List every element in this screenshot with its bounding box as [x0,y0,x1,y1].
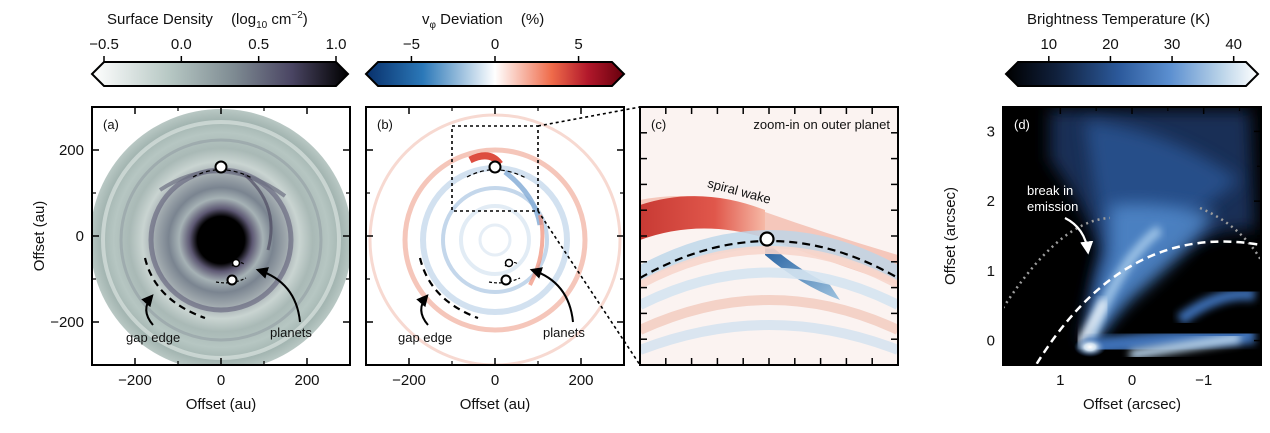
colorbar-tick-label: 5 [574,36,582,53]
planet-marker [504,258,514,268]
colorbar-tick-label: 1.0 [326,36,347,53]
colorbar-bar [364,61,626,87]
colorbar-tick-label: 40 [1225,36,1242,53]
panel-c: spiral wake (c) zoom-in on outer planet [639,106,899,366]
x-tick-label: 200 [568,372,593,389]
x-tick-label: −200 [392,372,426,389]
colorbar-label: Brightness Temperature (K) [1027,11,1210,28]
x-tick-label: 1 [1056,372,1064,389]
panel-a: gap edge planets (a) −200 0 200 200 0 −200 Off… [31,106,351,413]
y-tick-label: 3 [987,123,995,140]
colorbar-tick-label: 0 [491,36,499,53]
panel-letter: (a) [103,117,119,132]
y-tick-label: 0 [987,333,995,350]
colorbar-tick-label: 0.0 [171,36,192,53]
colorbar-tick-label: 20 [1102,36,1119,53]
colorbar-label: Surface Density (log10 cm−2) [107,10,308,31]
annotation-break: break in emission [1027,183,1078,214]
y-tick-label: 0 [76,228,84,245]
annotation-gap-edge: gap edge [126,330,180,345]
colorbar-tick-label: −5 [403,36,420,53]
x-tick-label: 0 [1128,372,1136,389]
colorbar-bar [90,61,350,87]
colorbar-tick-label: 30 [1164,36,1181,53]
colorbar-tick-label: −0.5 [89,36,119,53]
planet-marker [488,160,502,174]
x-axis-label: Offset (au) [186,396,257,413]
annotation-planets: planets [543,325,585,340]
colorbar-tick-label: 0.5 [248,36,269,53]
planet-marker [500,274,512,286]
y-tick-label: −200 [50,314,84,331]
y-tick-label: 1 [987,263,995,280]
planet-marker [226,274,238,286]
y-axis-label: Offset (arcsec) [942,187,959,285]
x-tick-label: −1 [1195,372,1212,389]
panel-letter: (d) [1014,117,1030,132]
colorbar-brightness-temperature: Brightness Temperature (K) 10 20 30 40 [1004,11,1260,87]
annotation-gap-edge: gap edge [398,330,452,345]
x-tick-label: 0 [491,372,499,389]
y-tick-label: 200 [59,142,84,159]
x-tick-label: 0 [217,372,225,389]
zoom-box [451,125,539,212]
panel-b: gap edge planets (b) −200 0 200 Offset (au) [365,106,625,413]
colorbar-label: vφ Deviation (%) [422,11,544,31]
planet-marker [759,231,775,247]
colorbar-vphi-deviation: vφ Deviation (%) −5 0 5 [364,11,626,87]
annotation-planets: planets [270,325,312,340]
y-tick-label: 2 [987,193,995,210]
panel-letter: (b) [377,117,393,132]
planet-marker [214,160,228,174]
panel-title: zoom-in on outer planet [753,117,890,132]
x-axis-label: Offset (arcsec) [1083,396,1181,413]
x-tick-label: 200 [294,372,319,389]
colorbar-surface-density: Surface Density (log10 cm−2) −0.5 0.0 0.5 1… [89,10,350,87]
planet-marker [231,258,241,268]
panel-letter: (c) [651,117,666,132]
panel-d: break in emission (d) 1 0 −1 3 2 1 0 Offset (arc… [942,106,1262,413]
colorbar-tick-label: 10 [1040,36,1057,53]
x-tick-label: −200 [118,372,152,389]
x-axis-label: Offset (au) [460,396,531,413]
colorbar-bar [1004,61,1260,87]
y-axis-label: Offset (au) [31,201,48,272]
